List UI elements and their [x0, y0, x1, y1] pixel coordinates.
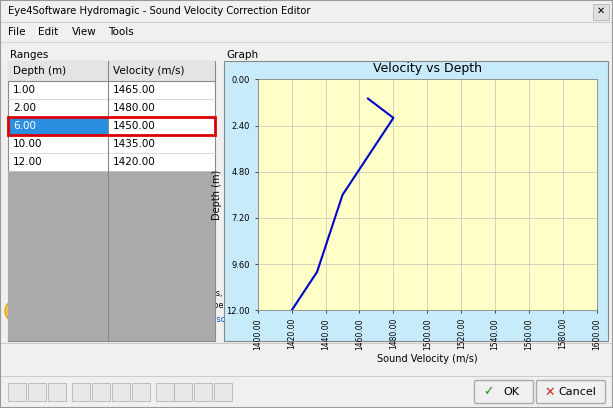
- Bar: [8, 61, 215, 81]
- Bar: [72, 383, 90, 401]
- Y-axis label: Depth (m): Depth (m): [212, 170, 223, 220]
- Text: Velocity (m/s): Velocity (m/s): [113, 66, 185, 76]
- Bar: [8, 383, 26, 401]
- Text: Graph: Graph: [226, 50, 258, 60]
- Bar: [224, 61, 608, 341]
- Bar: [12, 321, 20, 325]
- Text: Eye4Software Hydromagic - Sound Velocity Correction Editor: Eye4Software Hydromagic - Sound Velocity…: [8, 6, 311, 16]
- Text: The units used for sound velocity values can be changed under the ‘Units’ tab of: The units used for sound velocity values…: [32, 301, 452, 310]
- Text: View: View: [72, 27, 97, 37]
- Text: Edit: Edit: [38, 27, 58, 37]
- Text: OK: OK: [503, 387, 519, 397]
- Text: When using manual sound velocity corrections, make sure you have set the echosou: When using manual sound velocity correct…: [32, 288, 580, 297]
- Bar: [8, 117, 108, 135]
- Text: 1450.00: 1450.00: [113, 121, 156, 131]
- Text: Tools: Tools: [108, 27, 134, 37]
- Text: 2.00: 2.00: [13, 103, 36, 113]
- Bar: [48, 383, 66, 401]
- Circle shape: [5, 300, 27, 322]
- Bar: [8, 117, 215, 135]
- Text: ✕: ✕: [597, 6, 605, 16]
- Text: 1465.00: 1465.00: [113, 85, 156, 95]
- Text: 1435.00: 1435.00: [113, 139, 156, 149]
- Title: Velocity vs Depth: Velocity vs Depth: [373, 62, 482, 75]
- Bar: [92, 383, 110, 401]
- Text: 1420.00: 1420.00: [113, 157, 156, 167]
- Text: 6.00: 6.00: [13, 121, 36, 131]
- Text: Click here to open the documentation for the sound velocity correction editor.: Click here to open the documentation for…: [32, 315, 346, 324]
- Bar: [0, 22, 613, 42]
- Text: Ranges: Ranges: [10, 50, 48, 60]
- Bar: [0, 0, 613, 22]
- Bar: [0, 278, 613, 343]
- Bar: [8, 61, 215, 341]
- Bar: [156, 383, 174, 401]
- FancyBboxPatch shape: [474, 381, 533, 404]
- Text: Depth (m): Depth (m): [13, 66, 66, 76]
- Text: Cancel: Cancel: [558, 387, 596, 397]
- Text: 1.00: 1.00: [13, 85, 36, 95]
- FancyBboxPatch shape: [536, 381, 606, 404]
- Text: 12.00: 12.00: [13, 157, 43, 167]
- X-axis label: Sound Velocity (m/s): Sound Velocity (m/s): [377, 354, 478, 364]
- Bar: [108, 117, 215, 135]
- Text: ✓: ✓: [483, 386, 493, 399]
- Bar: [194, 383, 212, 401]
- Bar: [112, 383, 130, 401]
- Bar: [593, 4, 609, 20]
- Text: ✕: ✕: [545, 386, 555, 399]
- Bar: [214, 383, 232, 401]
- Bar: [8, 171, 215, 341]
- Text: File: File: [8, 27, 26, 37]
- Bar: [28, 383, 46, 401]
- Text: 1480.00: 1480.00: [113, 103, 156, 113]
- Bar: [174, 383, 192, 401]
- Text: 10.00: 10.00: [13, 139, 42, 149]
- Bar: [132, 383, 150, 401]
